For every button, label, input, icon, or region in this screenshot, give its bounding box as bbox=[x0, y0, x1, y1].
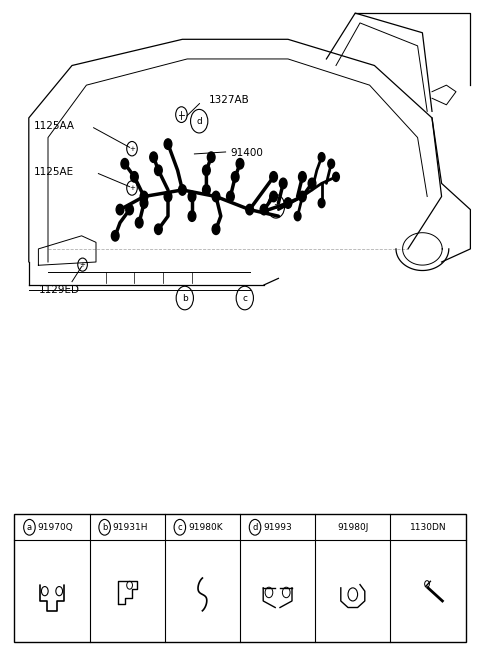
Text: d: d bbox=[252, 523, 258, 532]
Circle shape bbox=[164, 139, 172, 149]
Circle shape bbox=[270, 191, 277, 202]
Text: 91980K: 91980K bbox=[188, 523, 223, 532]
Text: 1327AB: 1327AB bbox=[209, 94, 250, 105]
Text: 1130DN: 1130DN bbox=[410, 523, 446, 532]
Text: c: c bbox=[178, 523, 182, 532]
Text: 91400: 91400 bbox=[230, 148, 263, 159]
Text: 1125AE: 1125AE bbox=[34, 167, 74, 178]
Circle shape bbox=[121, 159, 129, 169]
Circle shape bbox=[270, 172, 277, 182]
Text: 1129ED: 1129ED bbox=[38, 284, 79, 295]
Circle shape bbox=[212, 224, 220, 234]
Circle shape bbox=[299, 191, 306, 202]
Circle shape bbox=[140, 198, 148, 208]
Circle shape bbox=[279, 178, 287, 189]
Circle shape bbox=[116, 204, 124, 215]
Circle shape bbox=[318, 153, 325, 162]
Circle shape bbox=[155, 224, 162, 234]
Circle shape bbox=[236, 159, 244, 169]
Text: a: a bbox=[27, 523, 32, 532]
Text: b: b bbox=[102, 523, 108, 532]
Circle shape bbox=[246, 204, 253, 215]
Text: 91970Q: 91970Q bbox=[37, 523, 73, 532]
Circle shape bbox=[188, 211, 196, 221]
Circle shape bbox=[150, 152, 157, 162]
Circle shape bbox=[203, 165, 210, 176]
Circle shape bbox=[126, 204, 133, 215]
Text: c: c bbox=[242, 293, 247, 303]
Circle shape bbox=[140, 191, 148, 202]
Text: 1125AA: 1125AA bbox=[34, 121, 74, 132]
Text: +: + bbox=[129, 145, 135, 152]
Circle shape bbox=[179, 185, 186, 195]
Circle shape bbox=[299, 172, 306, 182]
Circle shape bbox=[328, 159, 335, 168]
Text: +: + bbox=[80, 261, 85, 268]
Circle shape bbox=[164, 191, 172, 202]
Circle shape bbox=[131, 172, 138, 182]
Text: 91993: 91993 bbox=[263, 523, 292, 532]
Circle shape bbox=[231, 172, 239, 182]
Circle shape bbox=[111, 231, 119, 241]
Circle shape bbox=[294, 212, 301, 221]
Circle shape bbox=[188, 191, 196, 202]
Text: 91931H: 91931H bbox=[113, 523, 148, 532]
Circle shape bbox=[308, 178, 316, 189]
Circle shape bbox=[227, 191, 234, 202]
Text: a: a bbox=[273, 202, 279, 211]
Circle shape bbox=[135, 217, 143, 228]
Circle shape bbox=[333, 172, 339, 181]
Circle shape bbox=[203, 185, 210, 195]
Text: 91980J: 91980J bbox=[337, 523, 369, 532]
Text: d: d bbox=[196, 117, 202, 126]
Text: b: b bbox=[182, 293, 188, 303]
Circle shape bbox=[284, 198, 292, 208]
Polygon shape bbox=[432, 85, 456, 105]
Circle shape bbox=[155, 165, 162, 176]
Circle shape bbox=[207, 152, 215, 162]
Circle shape bbox=[260, 204, 268, 215]
Circle shape bbox=[212, 191, 220, 202]
Text: +: + bbox=[129, 185, 135, 191]
Circle shape bbox=[318, 198, 325, 208]
